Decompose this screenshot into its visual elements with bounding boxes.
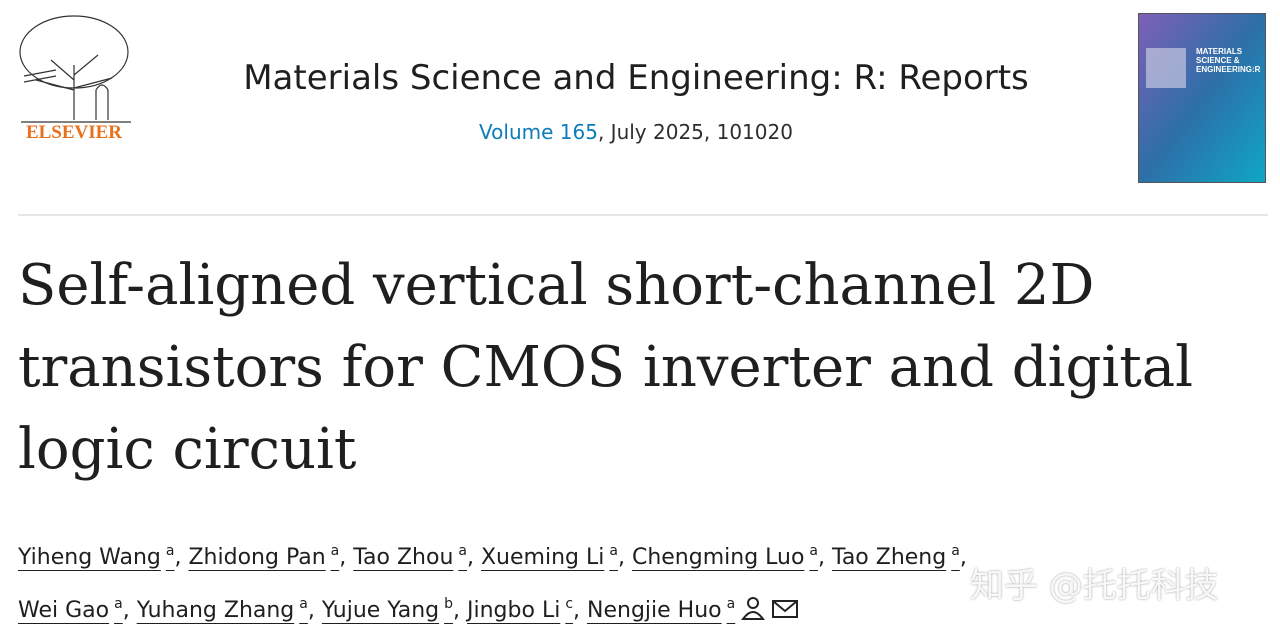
author[interactable]: Yuhang Zhang a — [136, 596, 308, 623]
affiliation: c — [565, 596, 574, 612]
affiliation: b — [444, 596, 454, 612]
affiliation: a — [951, 543, 960, 559]
title-line: Self-aligned vertical short-channel 2D — [18, 253, 1095, 318]
issue-info: , July 2025, 101020 — [597, 120, 793, 144]
author-icons[interactable] — [741, 595, 801, 621]
affiliation: a — [114, 596, 123, 612]
author-name: Tao Zhou — [353, 545, 454, 570]
author-name: Yuhang Zhang — [136, 598, 295, 623]
author[interactable]: Wei Gao a — [18, 596, 123, 623]
affiliation: a — [458, 543, 467, 559]
author-row: Yiheng Wang a, Zhidong Pan a, Tao Zhou a, X… — [18, 528, 967, 581]
author-name: Chengming Luo — [631, 545, 805, 570]
separator: , — [959, 545, 967, 570]
affiliation: a — [809, 543, 819, 559]
affiliation: a — [165, 543, 175, 559]
author-list: Yiheng Wang a, Zhidong Pan a, Tao Zhou a, X… — [18, 528, 967, 634]
separator: , — [174, 545, 182, 570]
elsevier-logo: ELSEVIER — [19, 15, 131, 143]
separator: , — [573, 598, 581, 623]
author-row: Wei Gao a, Yuhang Zhang a, Yujue Yang b, Ji… — [18, 581, 967, 634]
cover-title: MATERIALS SCIENCE & ENGINEERING:R — [1196, 47, 1261, 74]
author[interactable]: Yujue Yang b — [321, 596, 454, 623]
author[interactable]: Yiheng Wang a — [18, 543, 175, 570]
cover-pattern — [1146, 48, 1186, 88]
publisher: ELSEVIER — [26, 122, 122, 143]
author-name: Wei Gao — [18, 598, 110, 623]
title-line: transistors for CMOS inverter and digita… — [18, 335, 1194, 400]
journal-name: Materials Science and Engineering: R: Re… — [243, 58, 1029, 98]
volume-link[interactable]: Volume 165 — [479, 120, 598, 144]
title-line: logic circuit — [18, 417, 357, 482]
separator: , — [818, 545, 826, 570]
separator: , — [617, 545, 625, 570]
author-name: Yiheng Wang — [18, 545, 161, 570]
author-name: Jingbo Li — [467, 598, 561, 623]
author-name: Yujue Yang — [321, 598, 440, 623]
article-title: Self-aligned vertical short-channel 2D tr… — [18, 245, 1193, 491]
author[interactable]: Tao Zheng a — [832, 543, 960, 570]
affiliation: a — [330, 543, 340, 559]
author-name: Tao Zheng — [832, 545, 947, 570]
author-name: Nengjie Huo — [587, 598, 722, 623]
author-name: Zhidong Pan — [188, 545, 326, 570]
author[interactable]: Jingbo Li c — [467, 596, 574, 623]
cover-bg — [1138, 13, 1266, 183]
separator: , — [453, 598, 461, 623]
divider — [18, 214, 1268, 216]
separator: , — [122, 598, 130, 623]
affiliation: a — [299, 596, 308, 612]
author[interactable]: Tao Zhou a — [353, 543, 467, 570]
affiliation: a — [726, 596, 736, 612]
separator: , — [307, 598, 315, 623]
author-name: Xueming Li — [480, 545, 605, 570]
journal-cover[interactable]: MATERIALS SCIENCE & ENGINEERING:R — [1138, 13, 1266, 183]
author[interactable]: Zhidong Pan a — [188, 543, 340, 570]
separator: , — [339, 545, 347, 570]
volume-line: Volume 165, July 2025, 101020 — [150, 120, 1122, 144]
affiliation: a — [609, 543, 618, 559]
separator: , — [466, 545, 474, 570]
author[interactable]: Nengjie Huo a — [587, 596, 736, 623]
author[interactable]: Xueming Li a — [480, 543, 618, 570]
author[interactable]: Chengming Luo a — [631, 543, 819, 570]
watermark: 知乎 @托托科技 — [970, 566, 1219, 606]
